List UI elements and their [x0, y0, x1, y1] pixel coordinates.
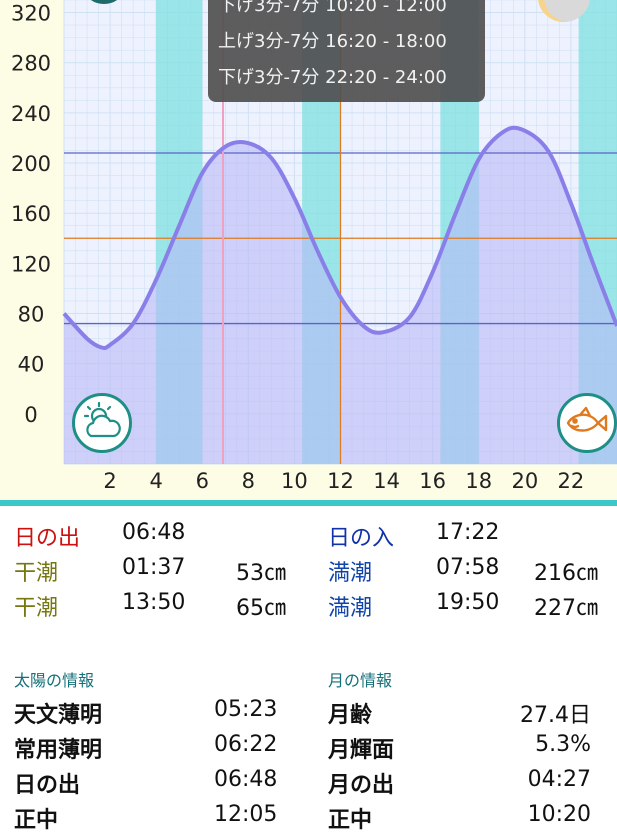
tooltip-line: 上げ3分-7分 16:20 - 18:00: [218, 31, 447, 52]
y-tick-label: 320: [11, 2, 51, 26]
x-tick-label: 2: [103, 469, 116, 493]
x-tick-label: 10: [281, 469, 308, 493]
moon-info-label: 月の出: [328, 773, 395, 798]
sun-info-label: 日の出: [14, 773, 81, 798]
x-tick-label: 4: [149, 469, 162, 493]
tide-row-1: 干潮 01:37 53㎝ 満潮 07:58 216㎝: [0, 555, 617, 589]
moon-info-label: 月輝面: [328, 738, 395, 763]
high-tide-time: 07:58: [436, 555, 500, 580]
sun-info-value: 12:05: [214, 802, 278, 827]
x-tick-label: 12: [327, 469, 354, 493]
tide-chart: 2 4 6 8 10 12 14 16 18 20 22 320 280 240 200 160 120 80 40…: [0, 0, 617, 500]
x-tick-label: 8: [242, 469, 255, 493]
tide-tooltip: 下げ3分-7分 10:20 - 12:00 上げ3分-7分 16:20 - 18…: [208, 0, 485, 102]
sunrise-label: 日の出: [14, 526, 81, 551]
y-tick-label: 80: [18, 303, 45, 327]
y-tick-label: 200: [11, 152, 51, 176]
sun-info-value: 06:22: [214, 732, 278, 757]
weather-button[interactable]: [72, 393, 132, 453]
high-tide-height: 227㎝: [534, 596, 598, 621]
x-tick-label: 22: [558, 469, 585, 493]
tide-row-2: 干潮 13:50 65㎝ 満潮 19:50 227㎝: [0, 590, 617, 624]
moon-phase-icon: [538, 0, 590, 22]
sun-info-label: 常用薄明: [14, 738, 103, 763]
sun-info-value: 06:48: [214, 767, 278, 792]
x-tick-label: 18: [465, 469, 492, 493]
fishing-button[interactable]: [557, 393, 617, 453]
moon-info-value: 10:20: [527, 802, 591, 827]
partly-cloudy-icon: [83, 401, 121, 438]
y-tick-label: 280: [11, 52, 51, 76]
low-tide-label: 干潮: [14, 596, 59, 621]
sun-info-value: 05:23: [214, 697, 278, 722]
y-tick-label: 240: [11, 102, 51, 126]
info-row: 常用薄明 06:22 月輝面 5.3%: [0, 732, 617, 766]
low-tide-time: 13:50: [122, 590, 186, 615]
y-tick-label: 0: [24, 403, 37, 427]
sun-badge-icon: [86, 0, 122, 4]
y-tick-label: 120: [11, 252, 51, 276]
x-tick-label: 20: [511, 469, 538, 493]
high-tide-label: 満潮: [328, 596, 373, 621]
moon-info-label: 月齢: [328, 703, 373, 728]
moon-info-label: 正中: [328, 808, 373, 833]
sunset-label: 日の入: [328, 526, 395, 551]
y-tick-label: 160: [11, 202, 51, 226]
tide-area: [64, 127, 617, 465]
x-tick-label: 14: [373, 469, 400, 493]
sun-info-label: 正中: [14, 808, 59, 833]
tooltip-line: 下げ3分-7分 22:20 - 24:00: [218, 67, 447, 88]
chart-divider: [0, 500, 617, 506]
info-row: 正中 12:05 正中 10:20: [0, 802, 617, 836]
moon-info-value: 27.4日: [520, 703, 591, 728]
high-tide-height: 216㎝: [534, 561, 598, 586]
low-tide-height: 53㎝: [236, 561, 286, 586]
sun-info-label: 天文薄明: [14, 703, 103, 728]
sunrise-time: 06:48: [122, 520, 186, 545]
tide-curve: [62, 125, 617, 351]
moon-info-value: 5.3%: [535, 732, 591, 757]
sun-info-title: 太陽の情報: [14, 671, 95, 690]
low-tide-time: 01:37: [122, 555, 186, 580]
moon-info-title: 月の情報: [328, 671, 393, 690]
info-row: 天文薄明 05:23 月齢 27.4日: [0, 697, 617, 731]
x-tick-label: 6: [196, 469, 209, 493]
sun-rise-set-row: 日の出 06:48 日の入 17:22: [0, 520, 617, 554]
fish-icon: [566, 406, 608, 432]
high-tide-label: 満潮: [328, 561, 373, 586]
tooltip-line: 下げ3分-7分 10:20 - 12:00: [218, 0, 447, 16]
x-tick-label: 16: [419, 469, 446, 493]
moon-info-value: 04:27: [527, 767, 591, 792]
sunset-time: 17:22: [436, 520, 500, 545]
low-tide-label: 干潮: [14, 561, 59, 586]
high-tide-time: 19:50: [436, 590, 500, 615]
y-tick-label: 40: [18, 353, 45, 377]
info-row: 日の出 06:48 月の出 04:27: [0, 767, 617, 801]
low-tide-height: 65㎝: [236, 596, 286, 621]
